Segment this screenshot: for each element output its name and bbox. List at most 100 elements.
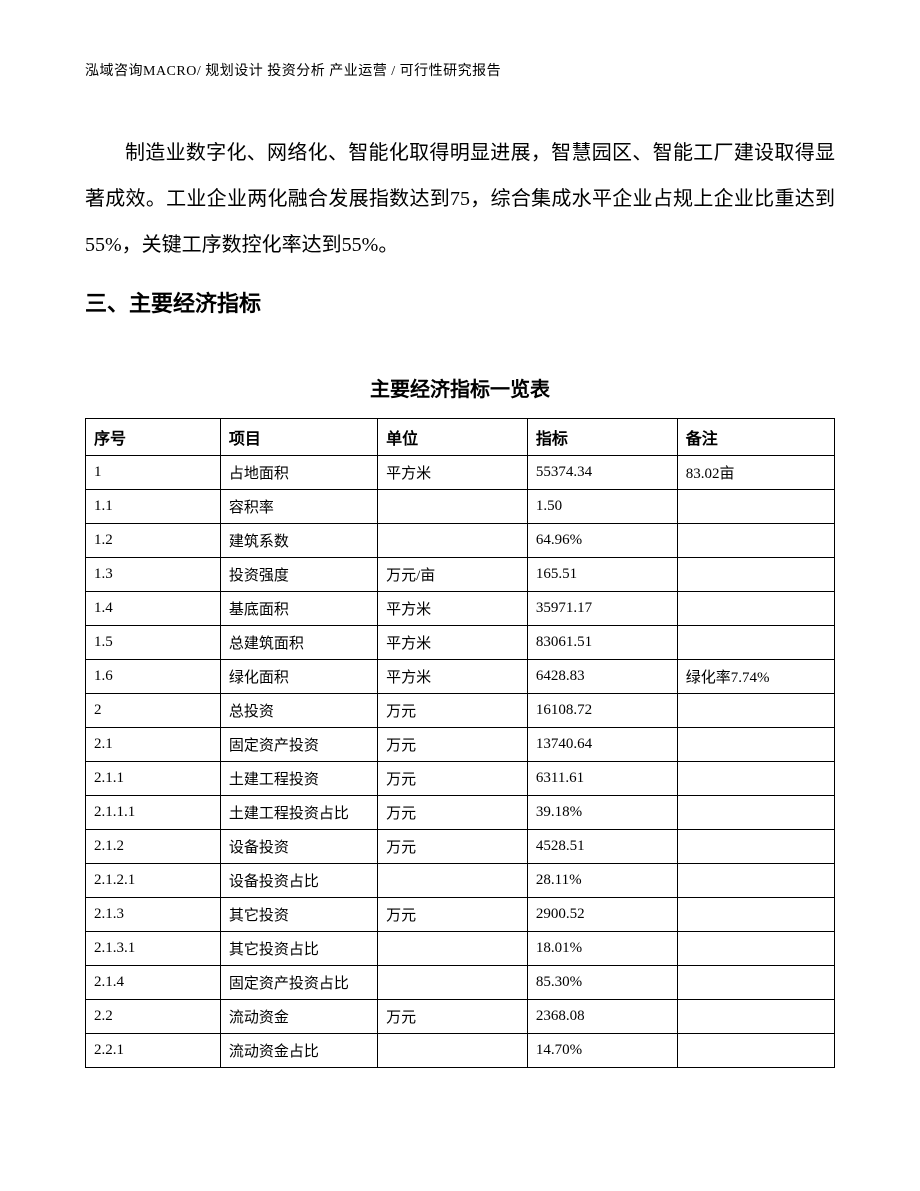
table-cell: 2.1.2.1 (86, 864, 221, 898)
table-cell (677, 966, 834, 1000)
table-cell: 万元 (378, 898, 528, 932)
table-cell: 85.30% (527, 966, 677, 1000)
table-cell (378, 490, 528, 524)
col-header-item: 项目 (220, 419, 377, 456)
table-cell: 固定资产投资 (220, 728, 377, 762)
table-cell (677, 1000, 834, 1034)
table-cell: 2.1 (86, 728, 221, 762)
table-cell: 14.70% (527, 1034, 677, 1068)
table-cell: 1.6 (86, 660, 221, 694)
table-cell: 55374.34 (527, 456, 677, 490)
table-row: 1.4基底面积平方米35971.17 (86, 592, 835, 626)
table-cell: 总建筑面积 (220, 626, 377, 660)
table-row: 1.2建筑系数64.96% (86, 524, 835, 558)
table-header-row: 序号 项目 单位 指标 备注 (86, 419, 835, 456)
table-cell: 万元 (378, 728, 528, 762)
table-cell: 35971.17 (527, 592, 677, 626)
table-cell: 2.1.3 (86, 898, 221, 932)
table-cell: 6428.83 (527, 660, 677, 694)
table-cell: 固定资产投资占比 (220, 966, 377, 1000)
table-row: 1.6绿化面积平方米6428.83绿化率7.74% (86, 660, 835, 694)
table-cell: 4528.51 (527, 830, 677, 864)
table-row: 2.2流动资金万元2368.08 (86, 1000, 835, 1034)
table-header: 序号 项目 单位 指标 备注 (86, 419, 835, 456)
table-cell: 设备投资占比 (220, 864, 377, 898)
table-cell (677, 898, 834, 932)
col-header-serial: 序号 (86, 419, 221, 456)
table-cell: 土建工程投资 (220, 762, 377, 796)
table-cell (677, 1034, 834, 1068)
table-cell: 平方米 (378, 626, 528, 660)
table-cell (378, 932, 528, 966)
table-row: 2.1.3其它投资万元2900.52 (86, 898, 835, 932)
table-cell: 2.2.1 (86, 1034, 221, 1068)
table-row: 1.1容积率1.50 (86, 490, 835, 524)
table-cell (677, 932, 834, 966)
table-cell: 2.1.3.1 (86, 932, 221, 966)
table-cell: 28.11% (527, 864, 677, 898)
table-cell: 万元/亩 (378, 558, 528, 592)
economic-indicators-table: 序号 项目 单位 指标 备注 1占地面积平方米55374.3483.02亩1.1… (85, 418, 835, 1068)
table-cell (677, 558, 834, 592)
table-cell: 6311.61 (527, 762, 677, 796)
table-row: 1占地面积平方米55374.3483.02亩 (86, 456, 835, 490)
table-cell (378, 524, 528, 558)
table-row: 2.1.2设备投资万元4528.51 (86, 830, 835, 864)
table-cell: 2368.08 (527, 1000, 677, 1034)
table-row: 2.2.1流动资金占比 14.70% (86, 1034, 835, 1068)
table-cell: 投资强度 (220, 558, 377, 592)
table-cell: 2 (86, 694, 221, 728)
table-cell (378, 1034, 528, 1068)
table-cell: 1.50 (527, 490, 677, 524)
table-cell: 万元 (378, 762, 528, 796)
table-cell: 18.01% (527, 932, 677, 966)
table-cell: 64.96% (527, 524, 677, 558)
table-row: 2.1.1.1土建工程投资占比万元39.18% (86, 796, 835, 830)
table-cell: 2.2 (86, 1000, 221, 1034)
table-row: 2.1.3.1其它投资占比 18.01% (86, 932, 835, 966)
table-cell (677, 864, 834, 898)
table-cell: 其它投资占比 (220, 932, 377, 966)
table-row: 2.1固定资产投资万元13740.64 (86, 728, 835, 762)
table-cell (677, 796, 834, 830)
document-page: 泓域咨询MACRO/ 规划设计 投资分析 产业运营 / 可行性研究报告 制造业数… (0, 0, 920, 1118)
table-cell (677, 490, 834, 524)
table-cell: 平方米 (378, 456, 528, 490)
table-cell: 83061.51 (527, 626, 677, 660)
col-header-unit: 单位 (378, 419, 528, 456)
table-cell (677, 762, 834, 796)
table-cell: 容积率 (220, 490, 377, 524)
table-cell: 2.1.1 (86, 762, 221, 796)
table-cell: 土建工程投资占比 (220, 796, 377, 830)
section-heading: 三、主要经济指标 (85, 286, 835, 318)
table-cell: 绿化率7.74% (677, 660, 834, 694)
table-cell: 2.1.4 (86, 966, 221, 1000)
table-row: 2.1.4固定资产投资占比 85.30% (86, 966, 835, 1000)
table-cell: 平方米 (378, 592, 528, 626)
document-header: 泓域咨询MACRO/ 规划设计 投资分析 产业运营 / 可行性研究报告 (85, 60, 835, 80)
table-row: 1.3投资强度万元/亩165.51 (86, 558, 835, 592)
table-cell: 1.2 (86, 524, 221, 558)
col-header-value: 指标 (527, 419, 677, 456)
table-cell: 万元 (378, 1000, 528, 1034)
table-cell (378, 864, 528, 898)
table-cell: 39.18% (527, 796, 677, 830)
table-row: 1.5总建筑面积平方米83061.51 (86, 626, 835, 660)
table-cell: 1.4 (86, 592, 221, 626)
table-body: 1占地面积平方米55374.3483.02亩1.1容积率1.501.2建筑系数6… (86, 456, 835, 1068)
table-cell: 万元 (378, 694, 528, 728)
table-cell: 2900.52 (527, 898, 677, 932)
table-cell: 1.5 (86, 626, 221, 660)
table-cell (677, 524, 834, 558)
table-cell: 83.02亩 (677, 456, 834, 490)
table-cell: 设备投资 (220, 830, 377, 864)
table-cell: 平方米 (378, 660, 528, 694)
table-cell: 基底面积 (220, 592, 377, 626)
table-cell: 165.51 (527, 558, 677, 592)
table-cell: 万元 (378, 830, 528, 864)
table-cell: 1 (86, 456, 221, 490)
table-cell: 流动资金占比 (220, 1034, 377, 1068)
table-cell: 其它投资 (220, 898, 377, 932)
table-cell (677, 626, 834, 660)
table-cell (677, 728, 834, 762)
